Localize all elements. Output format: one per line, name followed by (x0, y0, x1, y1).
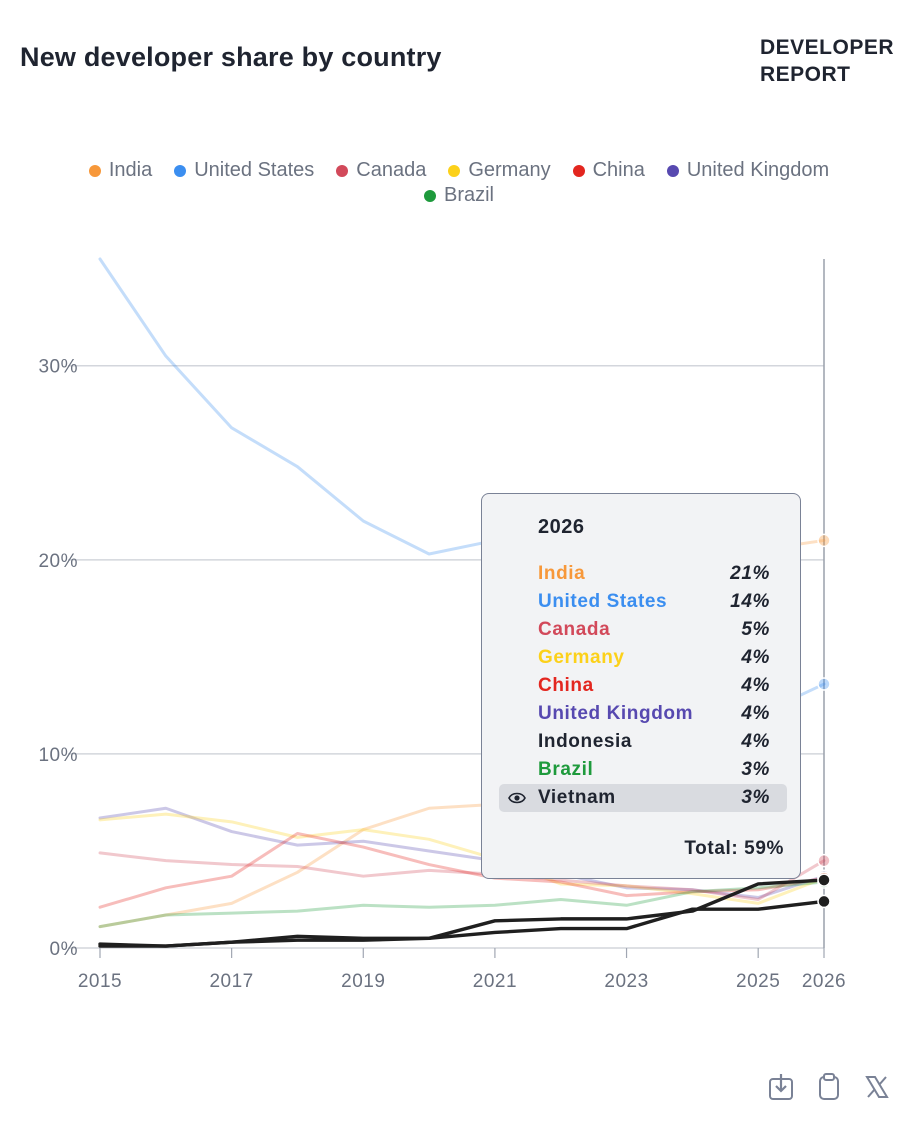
legend-label: India (108, 159, 153, 181)
tooltip-series-name: China (538, 675, 594, 696)
legend-row-1: India United States Canada Germany China… (0, 158, 918, 183)
tooltip-series-name: Vietnam (538, 787, 616, 808)
hover-point-vietnam (817, 894, 831, 909)
copy-icon[interactable] (816, 1073, 842, 1101)
tooltip-row: Brazil 3% (499, 756, 787, 784)
brand-line-2: REPORT (759, 63, 851, 86)
legend-item-brazil[interactable]: Brazil (423, 183, 494, 208)
tooltip-row: Indonesia 4% (499, 728, 787, 756)
x-share-icon[interactable] (864, 1073, 890, 1101)
legend-dot-icon (448, 164, 461, 177)
legend: India United States Canada Germany China… (0, 158, 918, 208)
tooltip-rows: India 21% United States 14% Canada 5% Germany 4… (499, 560, 787, 812)
hover-point-united-states (817, 677, 831, 691)
series-line-vietnam (98, 899, 826, 948)
x-tick-label: 2015 (78, 971, 122, 992)
hover-point-indonesia (817, 873, 831, 887)
legend-label: United Kingdom (686, 159, 830, 181)
x-tick-label: 2017 (209, 971, 253, 992)
legend-item-germany[interactable]: Germany (448, 158, 551, 183)
tooltip-series-name: United States (538, 591, 668, 612)
brand-line-1: DEVELOPER (759, 36, 894, 59)
tooltip-total: Total: 59% (684, 838, 784, 859)
legend-label: Brazil (443, 184, 494, 206)
download-icon[interactable] (768, 1073, 794, 1101)
tooltip-row: Germany 4% (499, 644, 787, 672)
eye-icon (508, 792, 526, 804)
tooltip-series-value: 4% (741, 731, 770, 752)
hover-point-canada (817, 853, 831, 868)
legend-dot-icon (336, 164, 349, 177)
legend-item-canada[interactable]: Canada (336, 158, 426, 183)
tooltip-series-name: Germany (538, 647, 625, 668)
tooltip-series-value: 4% (741, 703, 770, 724)
hover-point-india (817, 533, 831, 548)
tooltip-year: 2026 (538, 516, 585, 538)
brand-logo: DEVELOPER REPORT (760, 34, 894, 88)
x-tick-label: 2023 (604, 971, 648, 992)
series-line-brazil (98, 880, 826, 929)
series-line-united-kingdom (98, 806, 826, 900)
legend-label: Canada (356, 159, 427, 181)
series-line-china (98, 831, 826, 909)
y-tick-label: 30% (38, 357, 78, 378)
tooltip-series-value: 21% (730, 563, 770, 584)
legend-item-united-kingdom[interactable]: United Kingdom (666, 158, 830, 183)
legend-dot-icon (666, 164, 679, 177)
x-tick-label: 2021 (473, 971, 517, 992)
legend-item-china[interactable]: China (572, 158, 645, 183)
tooltip-row: China 4% (499, 672, 787, 700)
tooltip-row: Vietnam 3% (499, 784, 787, 812)
x-tick-label: 2019 (341, 971, 385, 992)
hover-points (817, 533, 831, 909)
tooltip-row: India 21% (499, 560, 787, 588)
y-tick-label: 10% (38, 745, 78, 766)
tooltip-series-value: 5% (741, 619, 770, 640)
x-tick-label: 2025 (736, 971, 780, 992)
y-tick-label: 0% (50, 939, 78, 960)
x-tick-label: 2026 (802, 971, 846, 992)
chart-title: New developer share by country (20, 42, 442, 72)
tooltip-series-value: 4% (741, 647, 770, 668)
tooltip-series-name: Brazil (538, 759, 594, 780)
axis-labels: 0% 10% 20% 30% 2015 2017 2019 2021 2023 2025 2026 (38, 357, 846, 992)
tooltip-series-value: 3% (741, 759, 770, 780)
tooltip-series-name: Indonesia (538, 731, 633, 752)
series-line-canada (98, 851, 826, 901)
tooltip-row: United States 14% (499, 588, 787, 616)
tooltip-series-value: 3% (741, 787, 770, 808)
series-line-germany (98, 812, 826, 905)
legend-label: United States (194, 159, 315, 181)
legend-dot-icon (572, 164, 585, 177)
legend-dot-icon (174, 164, 187, 177)
tooltip-series-name: India (538, 563, 586, 584)
tooltip-row: Canada 5% (499, 616, 787, 644)
tooltip-row: United Kingdom 4% (499, 700, 787, 728)
legend-label: China (592, 159, 645, 181)
tooltip-series-name: Canada (538, 619, 611, 640)
legend-item-united-states[interactable]: United States (174, 158, 314, 183)
tooltip-series-name: United Kingdom (538, 703, 694, 724)
legend-dot-icon (423, 189, 436, 202)
legend-row-2: Brazil (0, 183, 918, 208)
tooltip-series-value: 4% (741, 675, 770, 696)
tooltip-series-value: 14% (730, 591, 770, 612)
legend-label: Germany (468, 159, 551, 181)
y-tick-label: 20% (38, 551, 78, 572)
legend-item-india[interactable]: India (88, 158, 153, 183)
legend-dot-icon (88, 164, 101, 177)
toolbar (768, 1073, 890, 1101)
tooltip: 2026 India 21% United States 14% Canada 5% Ger… (481, 493, 801, 879)
